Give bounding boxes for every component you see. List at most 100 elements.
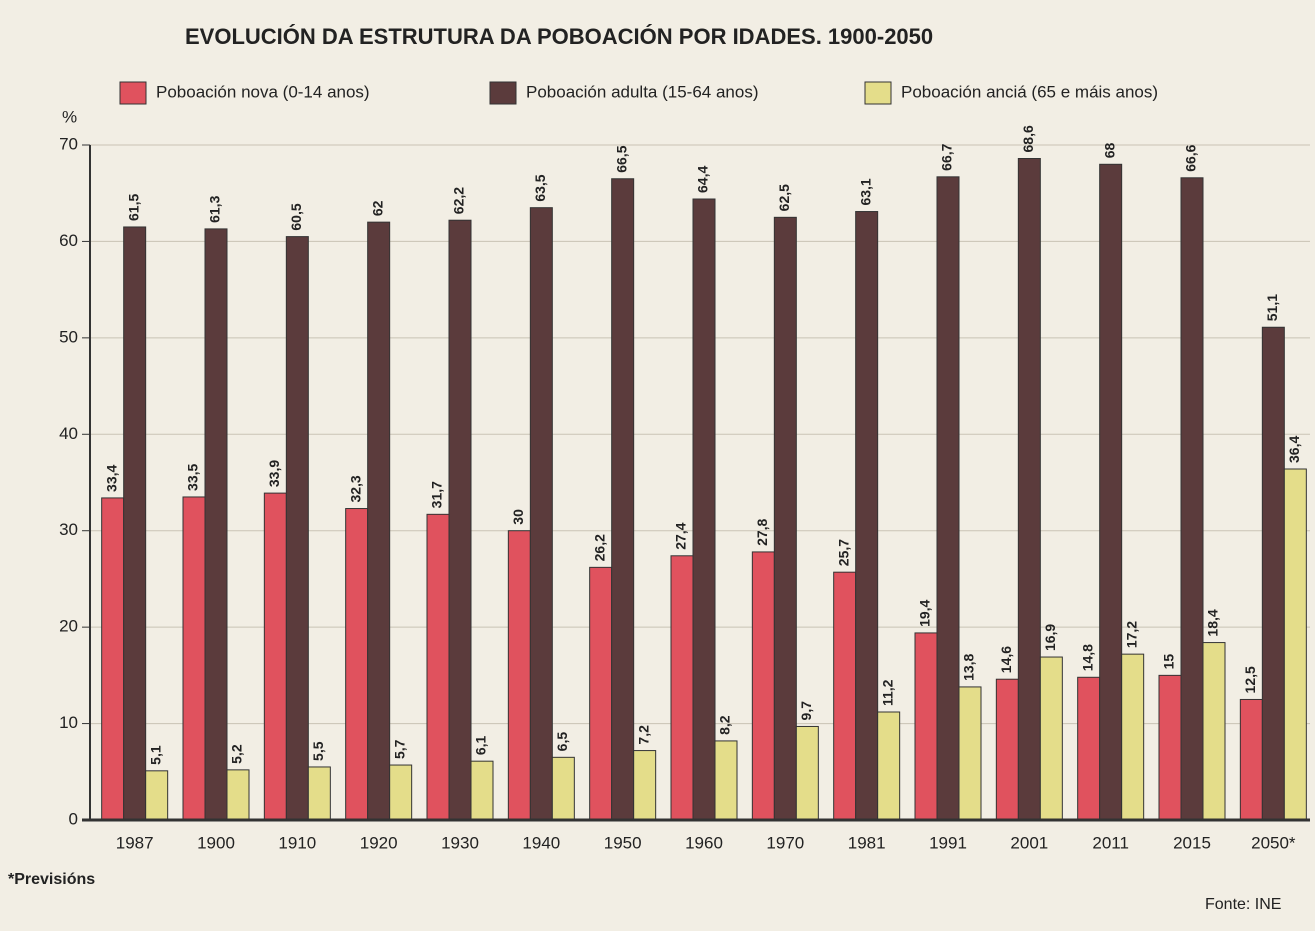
x-tick-label: 2050*: [1251, 833, 1296, 852]
value-label: 33,4: [103, 464, 119, 491]
value-label: 51,1: [1264, 294, 1280, 321]
value-label: 62,2: [451, 187, 467, 214]
bar: [204, 228, 228, 821]
y-tick-label: 30: [59, 520, 78, 539]
bar: [914, 632, 938, 821]
legend-swatch: [489, 81, 517, 105]
bar: [670, 555, 694, 821]
value-label: 17,2: [1123, 621, 1139, 648]
legend-label: Poboación adulta (15-64 anos): [526, 82, 759, 101]
bar: [307, 766, 331, 821]
value-label: 61,3: [207, 195, 223, 222]
value-label: 6,1: [473, 736, 489, 756]
value-label: 5,5: [310, 741, 326, 761]
bar: [1039, 656, 1063, 821]
bar: [936, 176, 960, 821]
legend-swatch: [864, 81, 892, 105]
source: Fonte: INE: [1205, 896, 1281, 913]
value-label: 26,2: [591, 534, 607, 561]
y-tick-label: 60: [59, 231, 78, 250]
bar: [1017, 158, 1041, 821]
bar: [529, 207, 553, 821]
value-label: 18,4: [1205, 609, 1221, 636]
bar: [1261, 326, 1285, 821]
bar: [877, 711, 901, 821]
bar: [1283, 468, 1307, 821]
value-label: 5,2: [229, 744, 245, 764]
x-tick-label: 1920: [360, 833, 398, 852]
value-label: 68: [1101, 142, 1117, 158]
bar: [611, 178, 635, 821]
x-tick-label: 1910: [278, 833, 316, 852]
bar: [692, 198, 716, 821]
value-label: 14,6: [998, 646, 1014, 673]
value-label: 6,5: [554, 732, 570, 752]
value-label: 62: [369, 200, 385, 216]
bar: [226, 769, 250, 821]
x-tick-label: 1940: [522, 833, 560, 852]
value-label: 27,8: [754, 518, 770, 545]
value-label: 11,2: [879, 679, 895, 706]
chart-title: EVOLUCIÓN DA ESTRUTURA DA POBOACIÓN POR …: [185, 24, 933, 49]
bar: [995, 678, 1019, 821]
value-label: 7,2: [635, 725, 651, 745]
bar: [182, 496, 206, 821]
value-label: 66,5: [613, 145, 629, 172]
value-label: 5,1: [147, 745, 163, 765]
value-label: 14,8: [1079, 644, 1095, 671]
bar: [1077, 676, 1101, 821]
bar: [345, 508, 369, 821]
bar: [470, 760, 494, 821]
value-label: 66,7: [939, 143, 955, 170]
legend-swatch: [119, 81, 147, 105]
value-label: 68,6: [1020, 125, 1036, 152]
value-label: 8,2: [717, 715, 733, 735]
bar: [426, 513, 450, 821]
x-tick-label: 1950: [604, 833, 642, 852]
value-label: 63,5: [532, 174, 548, 201]
value-label: 36,4: [1286, 436, 1302, 463]
value-label: 19,4: [917, 599, 933, 626]
legend-label: Poboación nova (0-14 anos): [156, 82, 370, 101]
value-label: 33,9: [266, 460, 282, 487]
x-tick-label: 2015: [1173, 833, 1211, 852]
bar: [1180, 177, 1204, 821]
bar: [1158, 674, 1182, 821]
value-label: 12,5: [1242, 666, 1258, 693]
y-tick-label: 10: [59, 713, 78, 732]
value-label: 30: [510, 509, 526, 525]
bar: [1121, 653, 1145, 821]
legend-label: Poboación anciá (65 e máis anos): [901, 82, 1158, 101]
footnote: *Previsións: [8, 871, 95, 888]
bar: [507, 530, 531, 821]
bar: [833, 571, 857, 821]
bar: [633, 750, 657, 821]
value-label: 9,7: [798, 701, 814, 721]
x-tick-label: 1987: [116, 833, 154, 852]
value-label: 15: [1161, 654, 1177, 670]
value-label: 16,9: [1042, 624, 1058, 651]
bar: [589, 566, 613, 821]
bar: [714, 740, 738, 821]
value-label: 13,8: [961, 653, 977, 680]
x-tick-label: 1960: [685, 833, 723, 852]
bar: [101, 497, 125, 821]
bar: [855, 211, 879, 821]
x-tick-label: 1930: [441, 833, 479, 852]
y-axis-label: %: [62, 107, 77, 126]
y-tick-label: 0: [69, 809, 78, 828]
bar: [751, 551, 775, 821]
value-label: 62,5: [776, 184, 792, 211]
value-label: 61,5: [125, 194, 141, 221]
value-label: 60,5: [288, 203, 304, 230]
value-label: 64,4: [695, 166, 711, 193]
bar: [263, 492, 287, 821]
y-tick-label: 20: [59, 617, 78, 636]
x-tick-label: 2001: [1010, 833, 1048, 852]
value-label: 63,1: [857, 178, 873, 205]
x-tick-label: 1981: [848, 833, 886, 852]
bar: [285, 236, 309, 821]
y-tick-label: 40: [59, 424, 78, 443]
y-tick-label: 50: [59, 327, 78, 346]
